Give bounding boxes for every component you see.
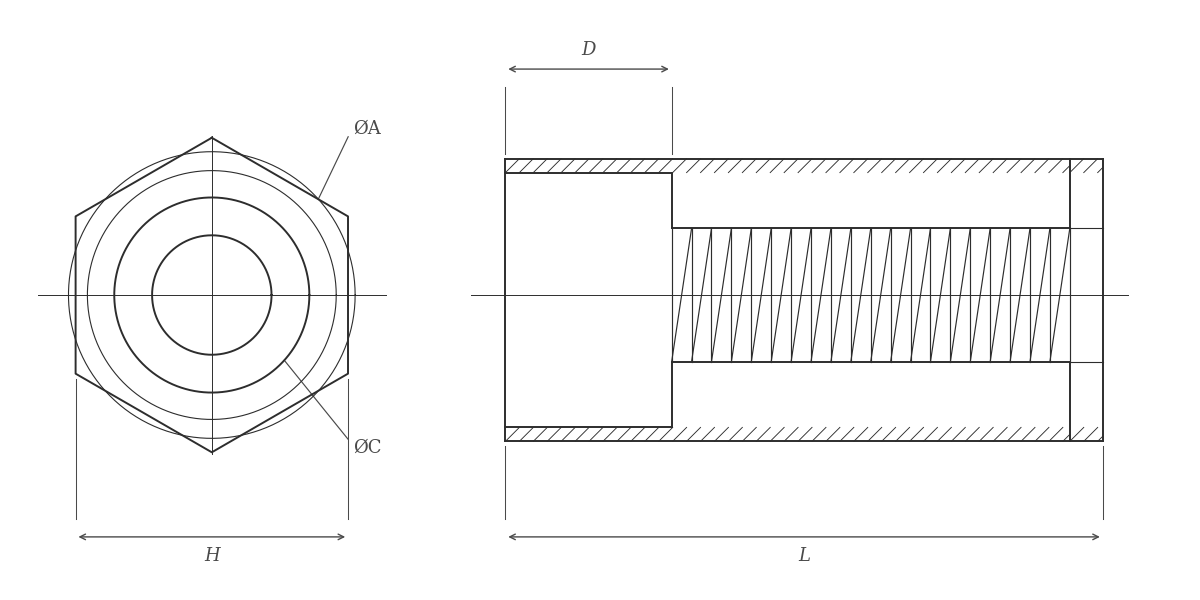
Text: ØA: ØA	[353, 120, 380, 138]
Text: D: D	[581, 41, 595, 59]
Text: L: L	[798, 547, 810, 565]
Text: H: H	[204, 547, 220, 565]
Text: ØC: ØC	[353, 439, 382, 457]
